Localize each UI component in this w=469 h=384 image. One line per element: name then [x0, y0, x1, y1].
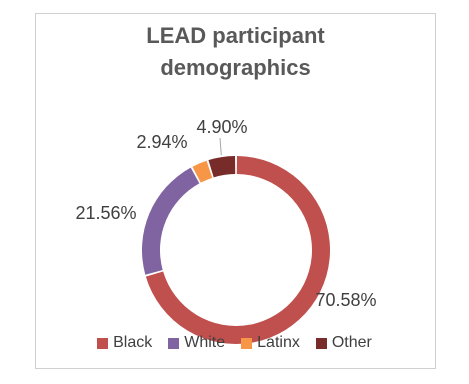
slice-latinx [192, 160, 213, 183]
legend-swatch-other [315, 337, 327, 349]
legend-item-white: White [168, 334, 225, 352]
slice-other [208, 156, 236, 178]
data-label-black: 70.58% [315, 290, 376, 310]
legend-swatch-latinx [241, 337, 253, 349]
legend-item-latinx: Latinx [241, 334, 300, 352]
chart-legend: Black White Latinx Other [0, 334, 469, 352]
data-label-white: 21.56% [75, 203, 136, 223]
data-label-other: 4.90% [196, 117, 247, 137]
legend-label-latinx: Latinx [257, 334, 300, 351]
legend-swatch-white [168, 337, 180, 349]
chart-frame [35, 13, 436, 369]
legend-item-other: Other [315, 334, 372, 352]
chart-title-line-2: demographics [160, 55, 311, 80]
slice-white [142, 167, 200, 275]
data-label-latinx: 2.94% [136, 132, 187, 152]
chart-title-line-1: LEAD participant [146, 23, 325, 48]
leader-line-other [219, 137, 222, 156]
chart-title: LEAD participant demographics [35, 20, 436, 84]
legend-swatch-black [97, 337, 109, 349]
legend-label-black: Black [113, 334, 153, 351]
legend-item-black: Black [97, 334, 152, 352]
legend-label-other: Other [331, 334, 372, 351]
legend-label-white: White [184, 334, 226, 351]
